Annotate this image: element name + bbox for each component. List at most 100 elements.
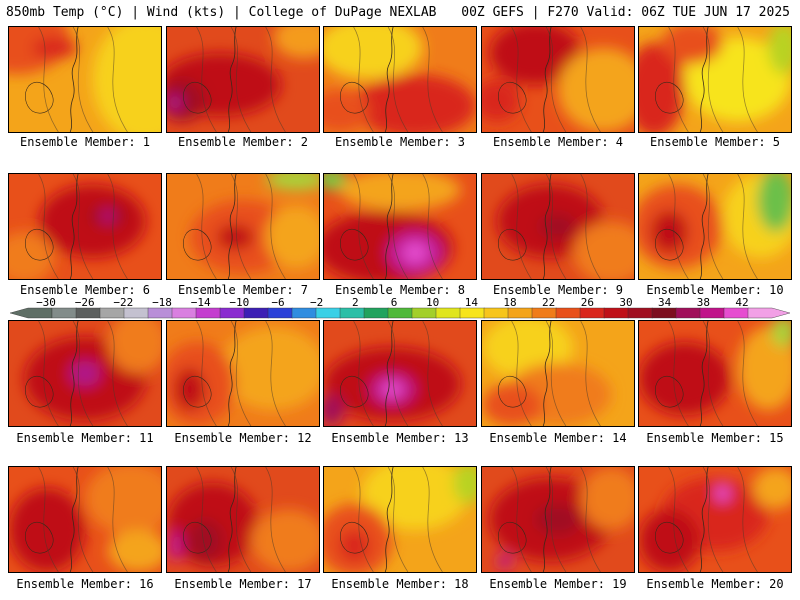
temperature-region xyxy=(639,342,731,416)
temperature-field xyxy=(482,174,634,279)
temperature-region xyxy=(167,79,205,122)
temperature-region xyxy=(489,27,581,85)
height-contour xyxy=(545,467,567,572)
height-contour xyxy=(107,467,128,572)
ensemble-member-map xyxy=(481,26,635,133)
colorbar-swatch xyxy=(531,307,557,319)
height-contour xyxy=(72,27,94,132)
height-contour xyxy=(511,467,532,572)
ensemble-member-map xyxy=(638,26,792,133)
height-contour xyxy=(265,27,286,132)
terrain-contour xyxy=(183,82,212,114)
colorbar-swatch xyxy=(10,307,53,319)
colorbar-swatch xyxy=(315,307,341,319)
temperature-region xyxy=(768,27,791,75)
ensemble-member-map xyxy=(166,466,320,573)
temperature-region xyxy=(324,394,344,426)
temperature-region xyxy=(220,326,319,411)
height-contour xyxy=(265,467,286,572)
coastline xyxy=(227,174,237,279)
colorbar-swatch xyxy=(627,307,653,319)
temperature-region xyxy=(69,360,101,387)
height-contour xyxy=(107,321,128,426)
height-contour xyxy=(422,27,443,132)
height-contour xyxy=(230,321,252,426)
temperature-region xyxy=(381,380,404,398)
ensemble-member-map xyxy=(481,466,635,573)
colorbar-swatch xyxy=(387,307,413,319)
colorbar-tick-label: −6 xyxy=(271,296,285,309)
height-contour xyxy=(668,27,689,132)
temperature-region xyxy=(85,467,161,536)
height-contour xyxy=(196,27,217,132)
ensemble-member-map xyxy=(638,173,792,280)
temperature-region xyxy=(339,530,370,562)
temperature-field xyxy=(639,467,791,572)
coastline xyxy=(542,174,552,279)
coastline xyxy=(384,174,394,279)
map-title: 850mb Temp (°C) | Wind (kts) | College o… xyxy=(6,5,437,20)
temperature-region xyxy=(354,74,476,132)
temperature-region xyxy=(771,321,791,348)
colorbar-swatch xyxy=(435,307,461,319)
temperature-region xyxy=(639,42,685,132)
temperature-region xyxy=(403,242,428,264)
colorbar-swatch xyxy=(171,307,197,319)
colorbar-swatch xyxy=(195,307,221,319)
temperature-colorbar: −30 −26 −22 −18 −14 −10 −6 −2 2 6 10 14 18 22 26 30 34 38… xyxy=(0,296,800,320)
temperature-field xyxy=(167,467,319,572)
temperature-region xyxy=(753,467,791,509)
temperature-region xyxy=(535,503,581,536)
temperature-region xyxy=(580,467,634,530)
temperature-field xyxy=(167,174,319,279)
colorbar-swatch xyxy=(51,307,77,319)
member-caption: Ensemble Member: 3 xyxy=(334,135,466,149)
ensemble-member-map xyxy=(8,26,162,133)
height-contour xyxy=(737,321,758,426)
colorbar-tick-label: 10 xyxy=(426,296,440,309)
height-contour xyxy=(107,174,128,279)
height-contour xyxy=(38,27,59,132)
terrain-contour xyxy=(183,376,212,408)
colorbar-swatch xyxy=(363,307,389,319)
colorbar-swatch xyxy=(123,307,149,319)
terrain-contour xyxy=(340,229,369,261)
temperature-region xyxy=(497,553,513,570)
height-contour xyxy=(72,174,94,279)
ensemble-member-map xyxy=(8,466,162,573)
ensemble-member-map xyxy=(481,320,635,427)
temperature-region xyxy=(9,488,85,572)
colorbar-tick-label: 22 xyxy=(542,296,556,309)
temperature-region xyxy=(324,27,423,80)
height-contour xyxy=(511,27,532,132)
height-contour xyxy=(702,467,724,572)
colorbar-tick-label: 2 xyxy=(352,296,359,309)
temperature-region xyxy=(186,519,224,562)
height-contour xyxy=(230,467,252,572)
ensemble-member-map xyxy=(481,173,635,280)
coastline xyxy=(227,27,237,132)
height-contour xyxy=(353,321,374,426)
colorbar-tick-label: −10 xyxy=(229,296,250,309)
temperature-region xyxy=(482,79,520,122)
coastline xyxy=(699,174,709,279)
terrain-contour xyxy=(655,376,684,408)
colorbar-tick-label: −26 xyxy=(74,296,95,309)
temperature-field xyxy=(324,467,476,572)
terrain-contour xyxy=(498,82,527,114)
terrain-contour xyxy=(498,522,527,554)
terrain-contour xyxy=(183,522,212,554)
height-contour xyxy=(422,467,443,572)
colorbar-swatch xyxy=(675,307,701,319)
temperature-field xyxy=(482,27,634,132)
ensemble-member-map xyxy=(638,320,792,427)
temperature-field xyxy=(324,27,476,132)
temperature-region xyxy=(265,205,319,269)
member-caption: Ensemble Member: 20 xyxy=(646,577,784,591)
height-contour xyxy=(387,174,409,279)
coastline xyxy=(542,27,552,132)
height-contour xyxy=(387,27,409,132)
height-contour xyxy=(387,467,409,572)
temperature-region xyxy=(324,174,347,190)
colorbar-swatch xyxy=(291,307,317,319)
